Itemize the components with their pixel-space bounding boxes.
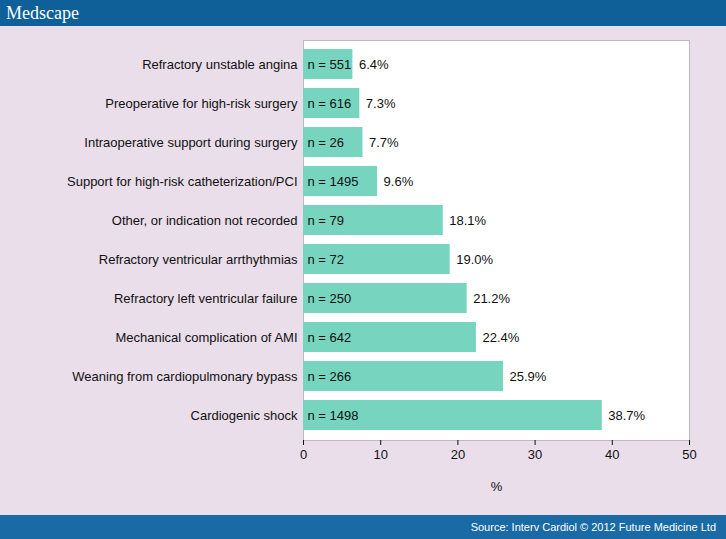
svg-text:Support for high-risk catheter: Support for high-risk catheterization/PC… bbox=[67, 174, 298, 189]
svg-text:38.7%: 38.7% bbox=[608, 408, 645, 423]
svg-text:18.1%: 18.1% bbox=[449, 213, 486, 228]
svg-text:22.4%: 22.4% bbox=[482, 330, 519, 345]
svg-text:Preoperative for high-risk sur: Preoperative for high-risk surgery bbox=[105, 96, 298, 111]
svg-text:n = 26: n = 26 bbox=[308, 135, 345, 150]
svg-text:n = 1498: n = 1498 bbox=[308, 408, 359, 423]
svg-text:n = 79: n = 79 bbox=[308, 213, 345, 228]
svg-text:9.6%: 9.6% bbox=[384, 174, 414, 189]
svg-text:6.4%: 6.4% bbox=[359, 57, 389, 72]
svg-text:Intraoperative support during: Intraoperative support during surgery bbox=[84, 135, 298, 150]
svg-text:Refractory unstable angina: Refractory unstable angina bbox=[142, 57, 298, 72]
svg-text:n = 642: n = 642 bbox=[308, 330, 352, 345]
svg-text:Other, or indication not recor: Other, or indication not recorded bbox=[112, 213, 298, 228]
svg-text:n = 616: n = 616 bbox=[308, 96, 352, 111]
svg-text:25.9%: 25.9% bbox=[509, 369, 546, 384]
svg-text:30: 30 bbox=[528, 447, 542, 462]
svg-text:19.0%: 19.0% bbox=[456, 252, 493, 267]
svg-text:n = 72: n = 72 bbox=[308, 252, 345, 267]
svg-text:7.7%: 7.7% bbox=[369, 135, 399, 150]
svg-text:50: 50 bbox=[682, 447, 696, 462]
svg-text:n = 250: n = 250 bbox=[308, 291, 352, 306]
svg-text:n = 1495: n = 1495 bbox=[308, 174, 359, 189]
svg-text:Mechanical complication of AMI: Mechanical complication of AMI bbox=[115, 330, 297, 345]
svg-text:10: 10 bbox=[373, 447, 387, 462]
svg-text:20: 20 bbox=[451, 447, 465, 462]
svg-text:n = 551: n = 551 bbox=[308, 57, 352, 72]
svg-text:Refractory ventricular arrthyt: Refractory ventricular arrthythmias bbox=[99, 252, 298, 267]
svg-text:0: 0 bbox=[300, 447, 307, 462]
svg-text:40: 40 bbox=[605, 447, 619, 462]
svg-text:n = 266: n = 266 bbox=[308, 369, 352, 384]
svg-text:7.3%: 7.3% bbox=[366, 96, 396, 111]
svg-text:%: % bbox=[491, 479, 503, 494]
html-text:Medscape: Medscape bbox=[6, 3, 79, 23]
svg-text:Cardiogenic shock: Cardiogenic shock bbox=[191, 408, 298, 423]
svg-text:21.2%: 21.2% bbox=[473, 291, 510, 306]
svg-text:Weaning from cardiopulmonary b: Weaning from cardiopulmonary bypass bbox=[72, 369, 298, 384]
svg-text:Refractory left ventricular fa: Refractory left ventricular failure bbox=[114, 291, 298, 306]
html-text:Source: Interv Cardiol © 2012: Source: Interv Cardiol © 2012 Future Med… bbox=[470, 521, 716, 533]
